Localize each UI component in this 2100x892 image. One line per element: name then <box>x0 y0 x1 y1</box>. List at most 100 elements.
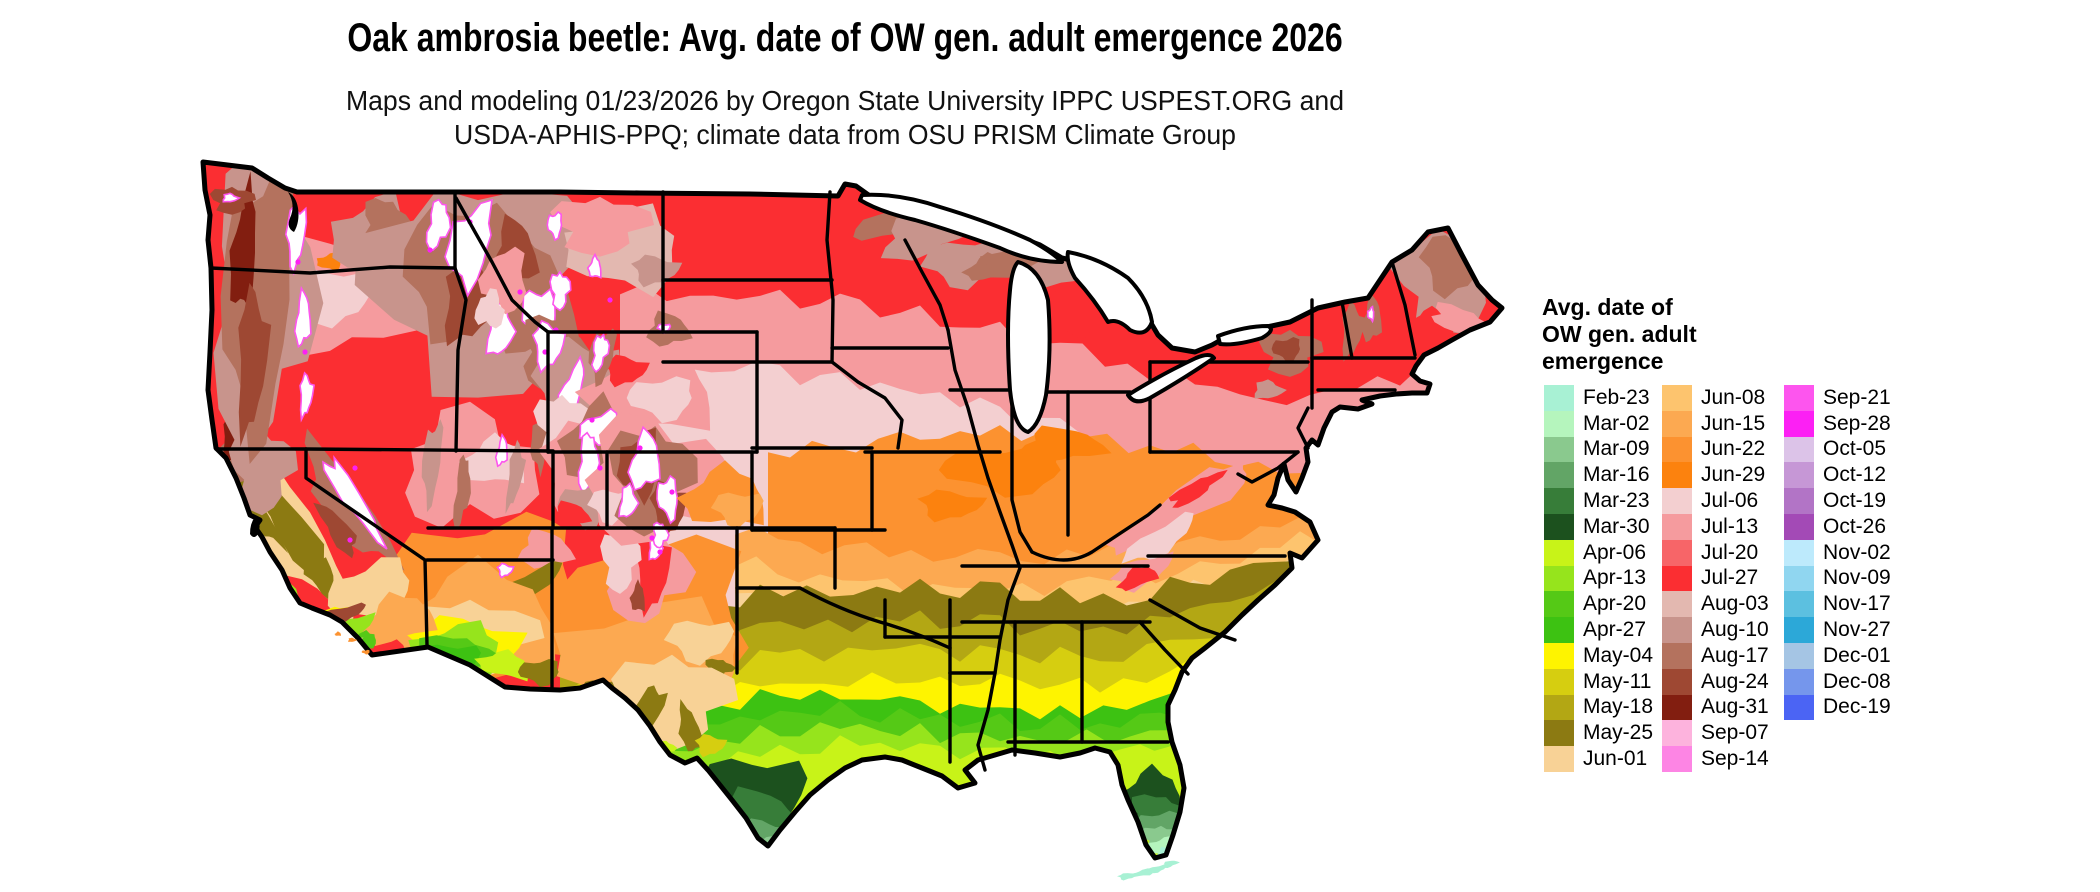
legend-label: Aug-31 <box>1701 695 1769 719</box>
legend-swatch <box>1784 642 1814 669</box>
legend-swatch <box>1662 410 1692 437</box>
legend-item: Aug-31 <box>1662 694 1769 721</box>
legend-item: Nov-02 <box>1784 539 1891 566</box>
legend-item: Jun-29 <box>1662 462 1769 489</box>
legend-swatch <box>1784 668 1814 695</box>
legend-item: May-25 <box>1544 720 1654 747</box>
legend-label: May-11 <box>1583 669 1652 693</box>
legend-swatch <box>1662 462 1692 489</box>
legend-label: Dec-19 <box>1823 695 1891 719</box>
legend-swatch <box>1544 436 1574 463</box>
legend-swatch <box>1662 488 1692 514</box>
legend-swatch <box>1544 694 1574 721</box>
legend-item: Nov-27 <box>1784 617 1891 643</box>
legend-item: Apr-13 <box>1544 565 1653 592</box>
legend-label: May-25 <box>1583 721 1654 745</box>
legend-item: Jun-22 <box>1662 436 1769 463</box>
legend-item: Sep-28 <box>1784 410 1891 437</box>
legend-swatch <box>1784 539 1814 566</box>
legend-swatch <box>1784 591 1814 618</box>
legend-label: Jun-08 <box>1701 385 1766 409</box>
legend-swatch <box>1544 462 1574 489</box>
map-extras <box>250 192 1180 881</box>
legend-swatch <box>1662 436 1692 463</box>
subtitle-line-2: USDA-APHIS-PPQ; climate data from OSU PR… <box>454 119 1236 150</box>
legend-label: Mar-16 <box>1583 463 1650 487</box>
legend-swatch <box>1544 385 1574 411</box>
legend-swatch <box>1662 591 1692 618</box>
legend-label: Jun-01 <box>1583 747 1648 771</box>
legend-swatch <box>1544 642 1574 669</box>
legend-title-line-3: emergence <box>1542 348 1664 374</box>
legend-swatch <box>1544 488 1574 514</box>
legend-swatch <box>1544 513 1574 540</box>
legend-label: Apr-06 <box>1583 540 1647 564</box>
legend-item: Dec-01 <box>1784 642 1891 669</box>
legend-item: Jun-15 <box>1662 410 1769 437</box>
legend-item: May-04 <box>1544 642 1654 669</box>
legend-swatch <box>1662 539 1692 566</box>
legend-item: Mar-09 <box>1544 436 1653 463</box>
legend-swatch <box>1784 410 1814 437</box>
legend-swatch <box>1784 513 1814 540</box>
legend-item: Oct-26 <box>1784 513 1891 540</box>
legend-label: Sep-07 <box>1701 721 1769 745</box>
legend-title-line-2: OW gen. adult <box>1542 321 1697 347</box>
legend-item: Dec-08 <box>1784 668 1891 695</box>
legend-swatch <box>1544 591 1574 618</box>
legend-item: Mar-16 <box>1544 462 1653 489</box>
legend-label: Aug-24 <box>1701 669 1769 693</box>
legend-label: Nov-27 <box>1823 618 1891 642</box>
legend-label: Aug-10 <box>1701 618 1769 642</box>
legend-swatch <box>1784 694 1814 721</box>
legend-label: Sep-21 <box>1823 385 1891 409</box>
legend-swatch <box>1662 565 1692 592</box>
legend-item: Sep-07 <box>1662 720 1769 747</box>
legend-column: Feb-23 Mar-02 Mar-09 Mar-16 Mar-23 Mar-30 Apr-… <box>1544 385 1653 772</box>
legend-label: Jun-15 <box>1701 411 1766 435</box>
legend-item: May-11 <box>1544 668 1653 695</box>
legend-label: Aug-17 <box>1701 643 1769 667</box>
legend-swatch <box>1784 462 1814 489</box>
legend-swatch <box>1544 668 1574 695</box>
legend-swatch <box>1784 385 1814 411</box>
legend-label: Oct-19 <box>1823 489 1887 513</box>
legend-item: Nov-17 <box>1784 591 1891 618</box>
legend-item: Jul-13 <box>1662 513 1769 540</box>
legend-item: Dec-19 <box>1784 694 1891 721</box>
legend-swatch <box>1544 720 1574 747</box>
legend-label: Nov-17 <box>1823 592 1891 616</box>
legend-item: Jul-06 <box>1662 488 1769 514</box>
legend-label: May-04 <box>1583 643 1654 667</box>
legend-swatch <box>1784 488 1814 514</box>
legend-label: Sep-14 <box>1701 747 1769 771</box>
legend-item: Nov-09 <box>1784 565 1891 592</box>
legend-swatch <box>1544 539 1574 566</box>
legend-label: Sep-28 <box>1823 411 1891 435</box>
great-lakes <box>858 192 1273 434</box>
legend-label: Oct-26 <box>1823 514 1887 538</box>
map-fill-regions <box>203 162 1502 858</box>
legend-label: Apr-20 <box>1583 592 1647 616</box>
legend-swatch <box>1784 565 1814 592</box>
legend-swatch <box>1784 436 1814 463</box>
legend-item: Oct-12 <box>1784 462 1891 489</box>
legend-item: Apr-06 <box>1544 539 1653 566</box>
legend-label: May-18 <box>1583 695 1654 719</box>
legend-label: Feb-23 <box>1583 385 1650 409</box>
legend-item: Jun-08 <box>1662 385 1769 411</box>
legend-swatch <box>1784 617 1814 643</box>
legend-column: Jun-08 Jun-15 Jun-22 Jun-29 Jul-06 Jul-13 Jul-… <box>1662 385 1769 772</box>
legend-item: Aug-17 <box>1662 642 1769 669</box>
legend-swatch <box>1544 617 1574 643</box>
legend-item: Oct-19 <box>1784 488 1891 514</box>
legend-label: Mar-02 <box>1583 411 1650 435</box>
legend-swatch <box>1662 746 1692 772</box>
legend-item: Oct-05 <box>1784 436 1891 463</box>
legend-item: Sep-14 <box>1662 746 1769 772</box>
legend-label: Jun-22 <box>1701 437 1766 461</box>
legend-entries: Feb-23 Mar-02 Mar-09 Mar-16 Mar-23 Mar-30 Apr-… <box>1540 385 1960 785</box>
legend-item: Aug-10 <box>1662 617 1769 643</box>
state-borders <box>209 190 1417 772</box>
